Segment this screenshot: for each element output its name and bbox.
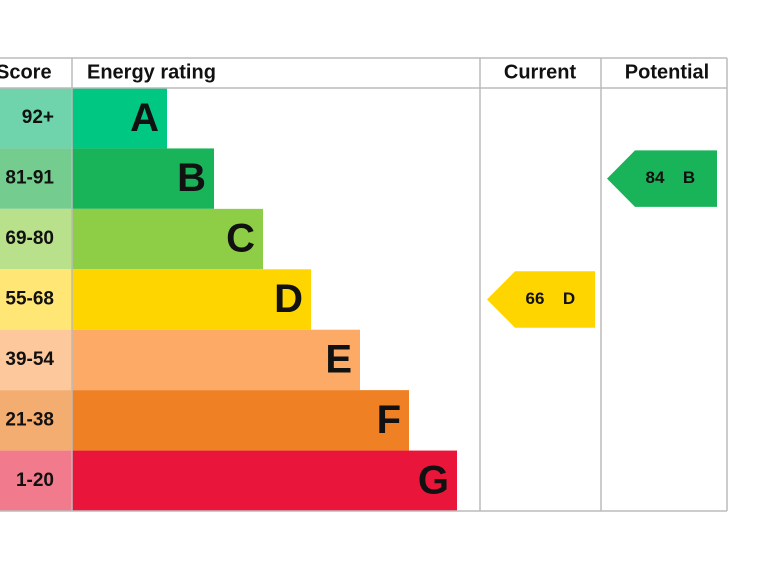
current-value: 66 [526,289,545,308]
score-cell [0,88,72,149]
score-range: 39-54 [5,349,54,370]
header-potential: Potential [625,61,709,83]
potential-arrow [607,150,717,207]
rating-letter: G [418,458,449,502]
rating-bar [72,208,263,270]
rating-bar [72,390,409,451]
score-cell [0,329,72,391]
current-letter: D [563,289,575,308]
score-range: 55-68 [5,289,54,310]
rating-bar [72,450,457,511]
score-cell [0,148,72,209]
score-range: 21-38 [5,409,54,430]
rating-letter: D [274,277,303,321]
header-rating: Energy rating [87,61,216,83]
rating-letter: F [377,398,401,442]
rating-bar [72,269,311,330]
score-cell [0,450,72,511]
header-current: Current [504,61,577,83]
rating-bar [72,148,214,209]
rating-letter: E [325,337,352,381]
score-cell [0,269,72,330]
score-cell [0,208,72,270]
rating-letter: A [130,96,159,140]
rating-letter: C [226,217,255,261]
current-arrow [487,271,595,328]
rating-bar [72,329,360,391]
score-range: 81-91 [5,168,54,189]
score-range: 69-80 [5,228,54,249]
score-cell [0,390,72,451]
score-range: 1-20 [16,470,54,491]
potential-value: 84 [646,168,665,187]
potential-letter: B [683,168,695,187]
rating-letter: B [177,156,206,200]
header-score: Score [0,61,52,83]
rating-bar [72,88,167,149]
score-range: 92+ [22,107,54,128]
